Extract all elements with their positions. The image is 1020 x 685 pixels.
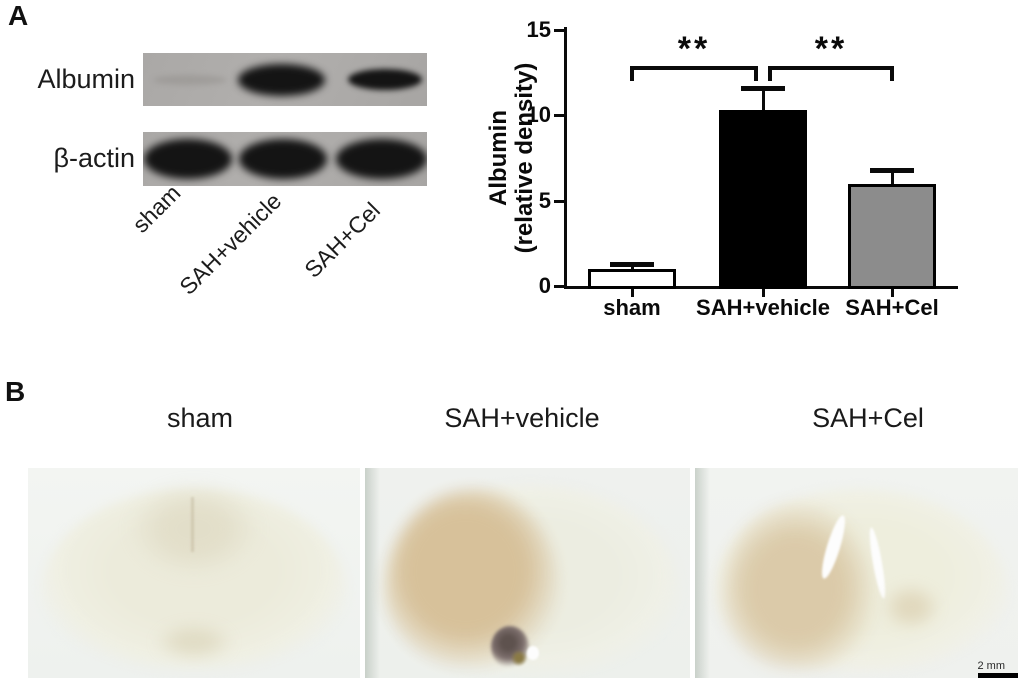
bar-SAH+vehicle [719,110,807,289]
panel-b-label: B [5,376,26,407]
blot-strip-beta-actin [143,132,427,186]
error-bar-stem-sham [631,263,634,271]
y-tick-10 [554,114,564,118]
scale-bar-line [977,673,1018,678]
sig-bracket-1-right-end [890,66,894,81]
blot-strip-albumin [143,53,427,106]
sig-bracket-1-left-end [768,66,772,81]
albumin-band-sah-vehicle [238,64,325,96]
brain-photo-sah-cel: 2 mm [695,468,1018,678]
sig-bracket-1 [768,66,894,70]
beta-actin-band-sham [144,139,232,179]
brain-photo-sah-vehicle [365,468,690,678]
sig-bracket-0 [630,66,758,70]
error-bar-cap-sham [610,261,654,267]
y-tick-label-0: 0 [538,273,551,298]
sig-label-1: ** [814,30,848,68]
sham-midline-crease [190,497,194,553]
sah-vehicle-stained-hemisphere [384,489,560,668]
x-label-SAH+vehicle: SAH+vehicle [696,295,830,320]
error-bar-stem-SAH+vehicle [762,88,765,113]
photo-edge-shadow [695,468,710,678]
albumin-band-sham [153,75,227,85]
sham-faint-stain-patch [127,480,261,578]
y-tick-label-5: 5 [538,187,551,213]
error-bar-stem-SAH+Cel [891,169,894,186]
group-label-sham: sham [166,403,234,433]
y-tick-label-15: 15 [526,17,551,42]
y-tick-5 [554,199,564,203]
sah-cel-faint-stain [882,583,941,630]
x-label-SAH+Cel: SAH+Cel [845,295,939,320]
sah-vehicle-hemorrhage-core [511,650,527,666]
beta-actin-band-sah-vehicle [239,139,327,179]
error-bar-cap-SAH+Cel [870,167,914,173]
bar-SAH+Cel [848,183,936,289]
sah-cel-stained-hemisphere [720,501,876,670]
panel-a-label: A [8,0,29,31]
albumin-band-sah-cel [348,69,422,90]
brain-photo-sham [28,468,360,678]
sig-bracket-0-left-end [630,66,634,81]
group-label-sah-vehicle: SAH+vehicle [444,403,600,433]
scale-bar-label: 2 mm [977,660,1006,672]
x-label-sham: sham [603,295,661,320]
sah-vehicle-ventricle-dot [527,646,539,660]
y-tick-label-10: 10 [526,102,551,128]
group-label-sah-cel: SAH+Cel [812,403,924,433]
y-axis-line [564,27,567,289]
y-tick-0 [554,285,564,288]
beta-actin-band-sah-cel [336,139,427,179]
photo-edge-shadow [365,468,380,678]
error-bar-cap-SAH+vehicle [741,86,785,92]
blot-row-label-beta-actin: β-actin [53,143,135,173]
sig-bracket-0-right-end [754,66,758,81]
x-tick-SAH+Cel [891,289,894,297]
blot-row-label-albumin: Albumin [37,64,135,94]
scale-bar: 2 mm [977,660,1018,678]
sig-label-0: ** [677,30,711,68]
x-tick-sham [631,289,634,297]
bar-sham [588,268,676,289]
y-tick-15 [554,29,564,32]
x-tick-SAH+vehicle [762,289,765,297]
sham-bottom-stain [154,623,234,662]
